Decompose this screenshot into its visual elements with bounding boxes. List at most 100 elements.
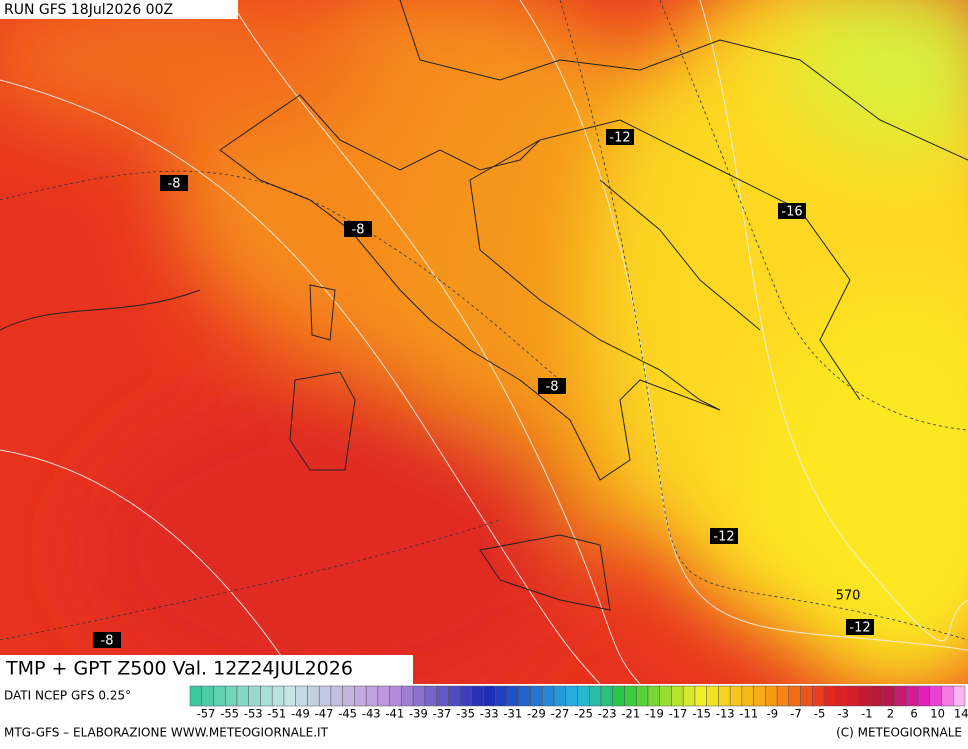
colorbar-label: -39	[409, 707, 428, 721]
colorbar-swatch	[647, 685, 660, 707]
map-title: TMP + GPT Z500 Val. 12Z24JUL2026	[5, 658, 353, 680]
colorbar-swatch	[412, 685, 426, 707]
colorbar-swatch	[318, 685, 332, 707]
colorbar-swatch	[342, 685, 355, 707]
header-box	[0, 0, 238, 19]
colorbar-swatch	[248, 685, 261, 707]
contour-labels: -8 -8 -8 -8 -12 -12 -12 -16 570	[93, 129, 874, 649]
colorbar-label: -9	[767, 707, 778, 721]
colorbar-label: 10	[930, 707, 945, 721]
colorbar-label: -49	[291, 707, 310, 721]
colorbar-swatch	[448, 685, 461, 707]
colorbar-label: 2	[887, 707, 894, 721]
colorbar-label: -47	[315, 707, 334, 721]
colorbar-swatch	[953, 685, 966, 707]
contour-label: -8	[352, 223, 365, 238]
colorbar-swatch	[894, 685, 907, 707]
contour-label: -8	[546, 380, 559, 395]
contour-label-box	[344, 221, 372, 237]
map-area	[0, 0, 968, 684]
run-label: RUN GFS 18Jul2026 00Z	[4, 2, 173, 18]
colorbar-swatch	[706, 685, 719, 707]
colorbar-label: -7	[790, 707, 801, 721]
colorbar-swatch	[330, 685, 343, 707]
colorbar-label: -27	[551, 707, 570, 721]
colorbar-label: 6	[910, 707, 917, 721]
colorbar-label: -15	[692, 707, 711, 721]
contour-label: -12	[849, 621, 870, 636]
colorbar-swatch	[776, 685, 790, 707]
colorbar-swatch	[565, 685, 578, 707]
contour-label-box	[606, 129, 634, 145]
colorbar-swatch	[236, 685, 249, 707]
colorbar-swatch	[354, 685, 367, 707]
contour-label-box	[846, 619, 874, 635]
contour-label: -8	[168, 177, 181, 192]
colorbar-label: -11	[739, 707, 758, 721]
colorbar-swatch	[224, 685, 238, 707]
colorbar-swatch	[741, 685, 754, 707]
colorbar-label: -55	[220, 707, 239, 721]
colorbar-swatch	[659, 685, 672, 707]
colorbar-swatch	[882, 685, 895, 707]
colorbar-swatch	[788, 685, 801, 707]
colorbar-swatch	[271, 685, 285, 707]
colorbar: -57 -55 -53 -51 -49 -47 -45 -43 -41 -39 -37 -35 -33-…	[189, 685, 968, 721]
colorbar-label: -3	[837, 707, 848, 721]
colorbar-swatch	[612, 685, 625, 707]
footer-left: MTG-GFS – ELABORAZIONE WWW.METEOGIORNALE…	[4, 726, 329, 740]
colorbar-swatch	[283, 685, 296, 707]
colorbar-label: -21	[621, 707, 640, 721]
colorbar-swatch	[929, 685, 942, 707]
colorbar-swatch	[530, 685, 543, 707]
colorbar-label: -53	[244, 707, 263, 721]
colorbar-swatch	[635, 685, 649, 707]
colorbar-swatch	[201, 685, 214, 707]
colorbar-swatch	[553, 685, 567, 707]
colorbar-swatch	[588, 685, 602, 707]
colorbar-swatch	[682, 685, 696, 707]
colorbar-swatch	[495, 685, 508, 707]
colorbar-swatch	[377, 685, 390, 707]
colorbar-swatch	[835, 685, 848, 707]
contour-label-box	[538, 378, 566, 394]
contour-label-box	[160, 175, 188, 191]
colorbar-swatch	[471, 685, 484, 707]
colorbar-swatch	[812, 685, 825, 707]
colorbar-swatch	[307, 685, 320, 707]
colorbar-swatch	[213, 685, 226, 707]
colorbar-label: -41	[385, 707, 404, 721]
colorbar-label: -37	[433, 707, 452, 721]
colorbar-label: -57	[197, 707, 216, 721]
source-label: DATI NCEP GFS 0.25°	[4, 689, 131, 703]
colorbar-swatch	[295, 685, 308, 707]
colorbar-swatch	[718, 685, 731, 707]
colorbar-label: -25	[574, 707, 593, 721]
colorbar-swatch	[859, 685, 872, 707]
colorbar-swatch	[518, 685, 531, 707]
contour-label: -16	[781, 205, 802, 220]
colorbar-swatch	[436, 685, 449, 707]
colorbar-label: -31	[503, 707, 522, 721]
title-box	[0, 655, 413, 684]
colorbar-swatch	[483, 685, 496, 707]
colorbar-label: -13	[716, 707, 735, 721]
colorbar-swatch	[424, 685, 437, 707]
colorbar-swatch	[753, 685, 766, 707]
colorbar-label: -29	[527, 707, 546, 721]
contour-label-box	[778, 203, 806, 219]
colorbar-swatch	[624, 685, 637, 707]
colorbar-swatch	[260, 685, 273, 707]
colorbar-swatch	[800, 685, 813, 707]
colorbar-swatch	[941, 685, 954, 707]
colorbar-label: 14	[954, 707, 968, 721]
colorbar-swatch	[577, 685, 590, 707]
colorbar-label: -17	[669, 707, 688, 721]
colorbar-label: -5	[814, 707, 825, 721]
contour-label-box	[710, 528, 738, 544]
footer-right: (C) METEOGIORNALE	[836, 726, 962, 740]
colorbar-label: -1	[861, 707, 872, 721]
colorbar-label: -43	[362, 707, 381, 721]
contour-label: -8	[101, 634, 114, 649]
